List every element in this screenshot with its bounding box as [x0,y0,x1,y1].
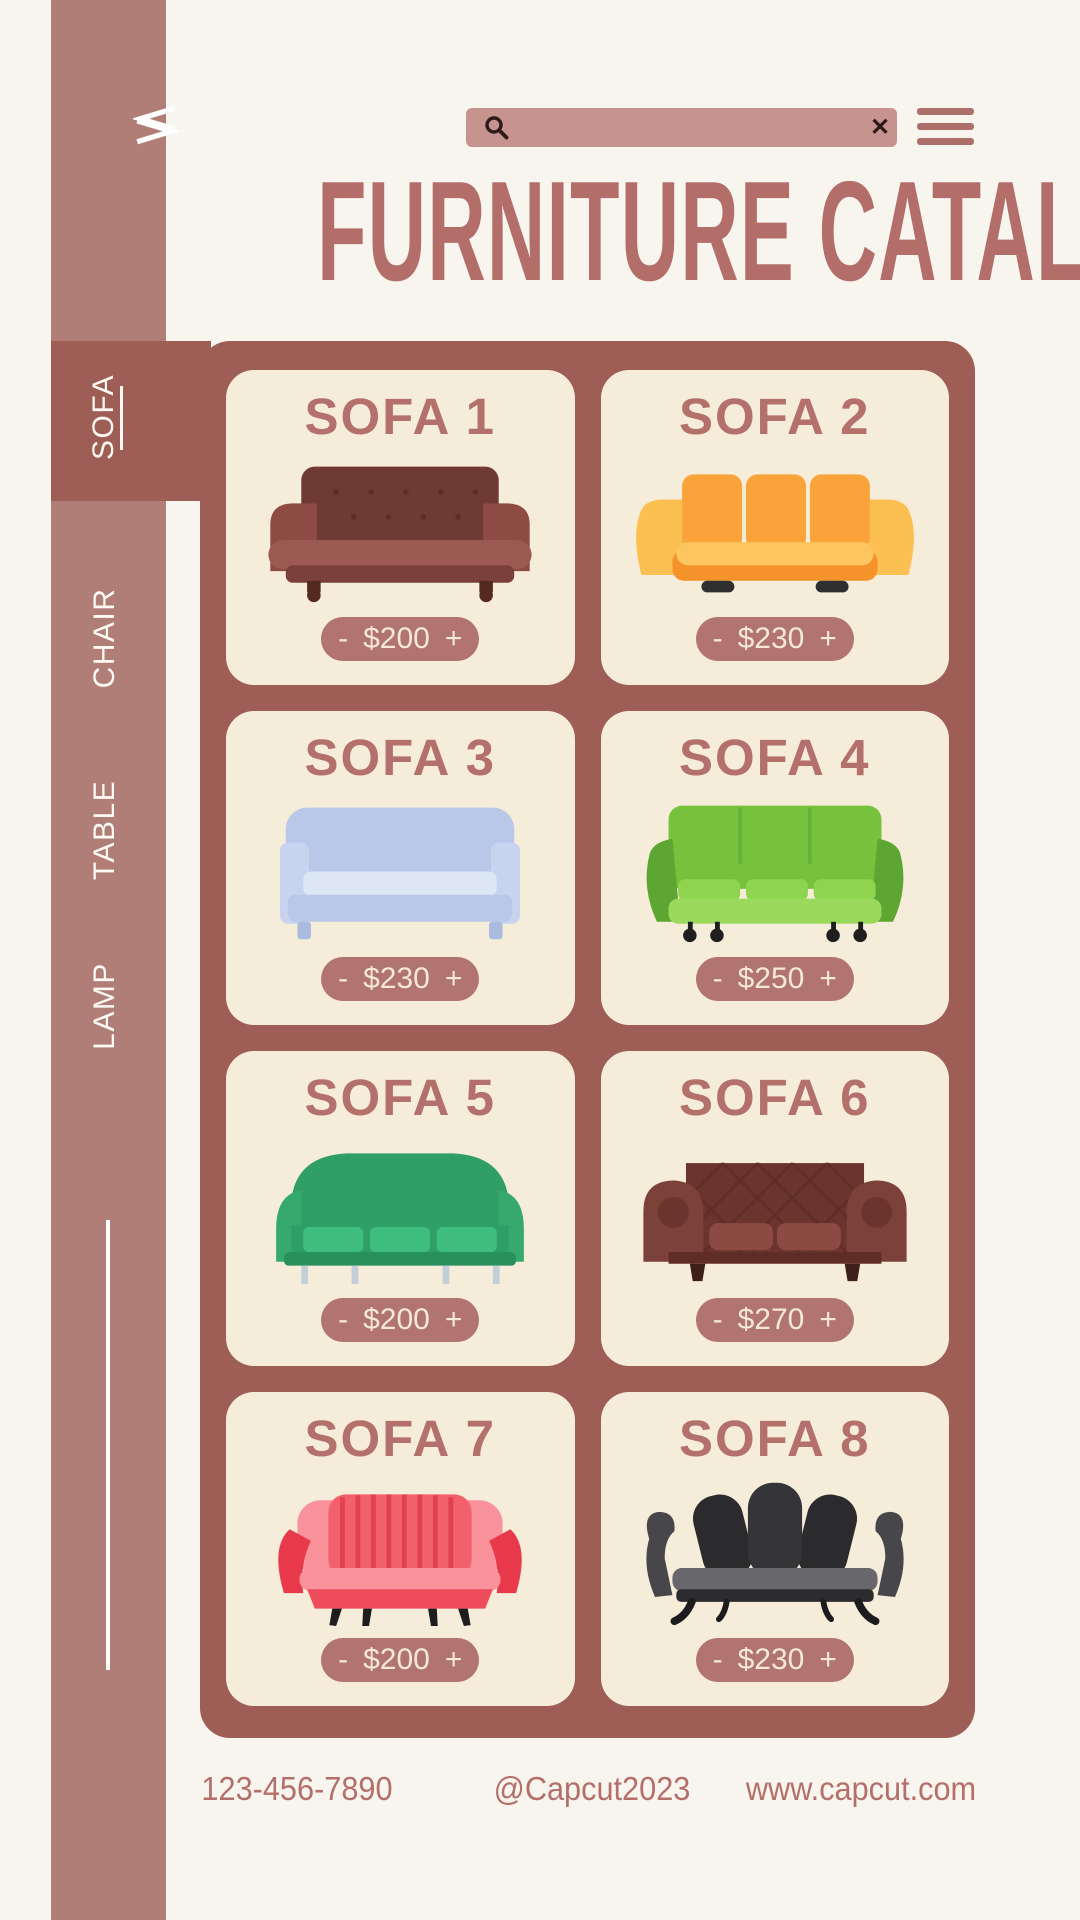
sidebar-item-table[interactable]: TABLE [88,779,121,881]
sofa-1-illustration [254,454,546,606]
decrease-price-button[interactable]: - [338,962,349,995]
product-title: SOFA 5 [304,1069,496,1126]
product-title: SOFA 6 [679,1069,871,1126]
price-stepper: - $230 + [695,616,854,661]
product-title: SOFA 1 [304,388,496,445]
catalog-panel: SOFA 1 [200,341,975,1738]
sofa-7-illustration [254,1476,546,1628]
price-value: $250 [737,962,805,995]
footer-website: www.capcut.com [745,1770,977,1807]
decrease-price-button[interactable]: - [338,1302,349,1336]
product-title: SOFA 8 [679,1409,871,1467]
product-card-sofa-6[interactable]: SOFA 6 - $270 [600,1051,949,1366]
price-value: $200 [363,621,430,655]
price-stepper: - $230 + [695,1638,854,1682]
product-card-sofa-1[interactable]: SOFA 1 [226,370,575,685]
decrease-price-button[interactable]: - [712,621,723,655]
sofa-5-illustration [254,1135,546,1287]
sidebar-item-lamp[interactable]: LAMP [88,962,121,1050]
product-title: SOFA 2 [679,388,871,445]
page-title: FURNITURE CATALOG [317,152,1080,311]
product-card-sofa-4[interactable]: SOFA 4 [600,710,949,1025]
sidebar-item-sofa[interactable]: SOFA [87,373,120,461]
decrease-price-button[interactable]: - [712,1302,723,1336]
increase-price-button[interactable]: + [819,962,837,995]
price-value: $230 [363,962,430,995]
capcut-logo-icon [133,105,179,145]
footer-phone: 123-456-7890 [201,1770,393,1807]
decrease-price-button[interactable]: - [712,962,723,995]
sofa-6-illustration [629,1135,921,1287]
product-card-sofa-8[interactable]: SOFA 8 - $230 + [600,1391,949,1706]
increase-price-button[interactable]: + [819,621,837,655]
sofa-4-illustration [629,795,921,947]
price-stepper: - $270 + [695,1297,854,1342]
product-card-sofa-2[interactable]: SOFA 2 - $230 + [600,370,949,685]
sofa-2-illustration [629,454,921,606]
decrease-price-button[interactable]: - [338,1643,349,1676]
sidebar-divider-line [106,1220,110,1670]
product-card-sofa-3[interactable]: SOFA 3 - $230 + [226,710,575,1025]
price-value: $200 [363,1302,430,1336]
product-title: SOFA 7 [304,1409,496,1467]
increase-price-button[interactable]: + [819,1302,837,1336]
increase-price-button[interactable]: + [444,1643,463,1676]
price-stepper: - $230 + [321,957,480,1001]
price-stepper: - $200 + [321,616,480,661]
footer-handle: @Capcut2023 [493,1770,691,1807]
stripes [340,1493,454,1578]
search-icon [485,115,509,139]
product-card-sofa-5[interactable]: SOFA 5 - $200 [226,1051,575,1366]
active-tab-underline [120,386,123,450]
price-value: $230 [737,1643,805,1676]
decrease-price-button[interactable]: - [712,1643,723,1676]
product-title: SOFA 3 [304,728,496,786]
price-stepper: - $200 + [321,1297,480,1342]
price-stepper: - $200 + [321,1638,480,1682]
increase-price-button[interactable]: + [444,962,463,995]
search-bar: ✕ [466,108,897,147]
increase-price-button[interactable]: + [819,1643,837,1676]
clear-search-button[interactable]: ✕ [869,114,891,141]
search-input[interactable] [510,108,863,147]
product-title: SOFA 4 [679,728,871,786]
product-card-sofa-7[interactable]: SOFA 7 [226,1391,575,1706]
increase-price-button[interactable]: + [444,1302,463,1336]
sofa-8-illustration [629,1476,921,1628]
price-value: $200 [363,1643,430,1676]
decrease-price-button[interactable]: - [338,621,349,655]
tab-sofa-active-block [51,341,211,501]
price-value: $270 [737,1302,805,1336]
menu-hamburger-icon[interactable] [917,108,974,145]
tuft-dots [333,488,479,520]
price-stepper: - $250 + [695,957,854,1001]
price-value: $230 [737,621,805,655]
sidebar-item-chair[interactable]: CHAIR [88,587,121,689]
increase-price-button[interactable]: + [444,621,463,655]
sofa-3-illustration [254,795,546,947]
